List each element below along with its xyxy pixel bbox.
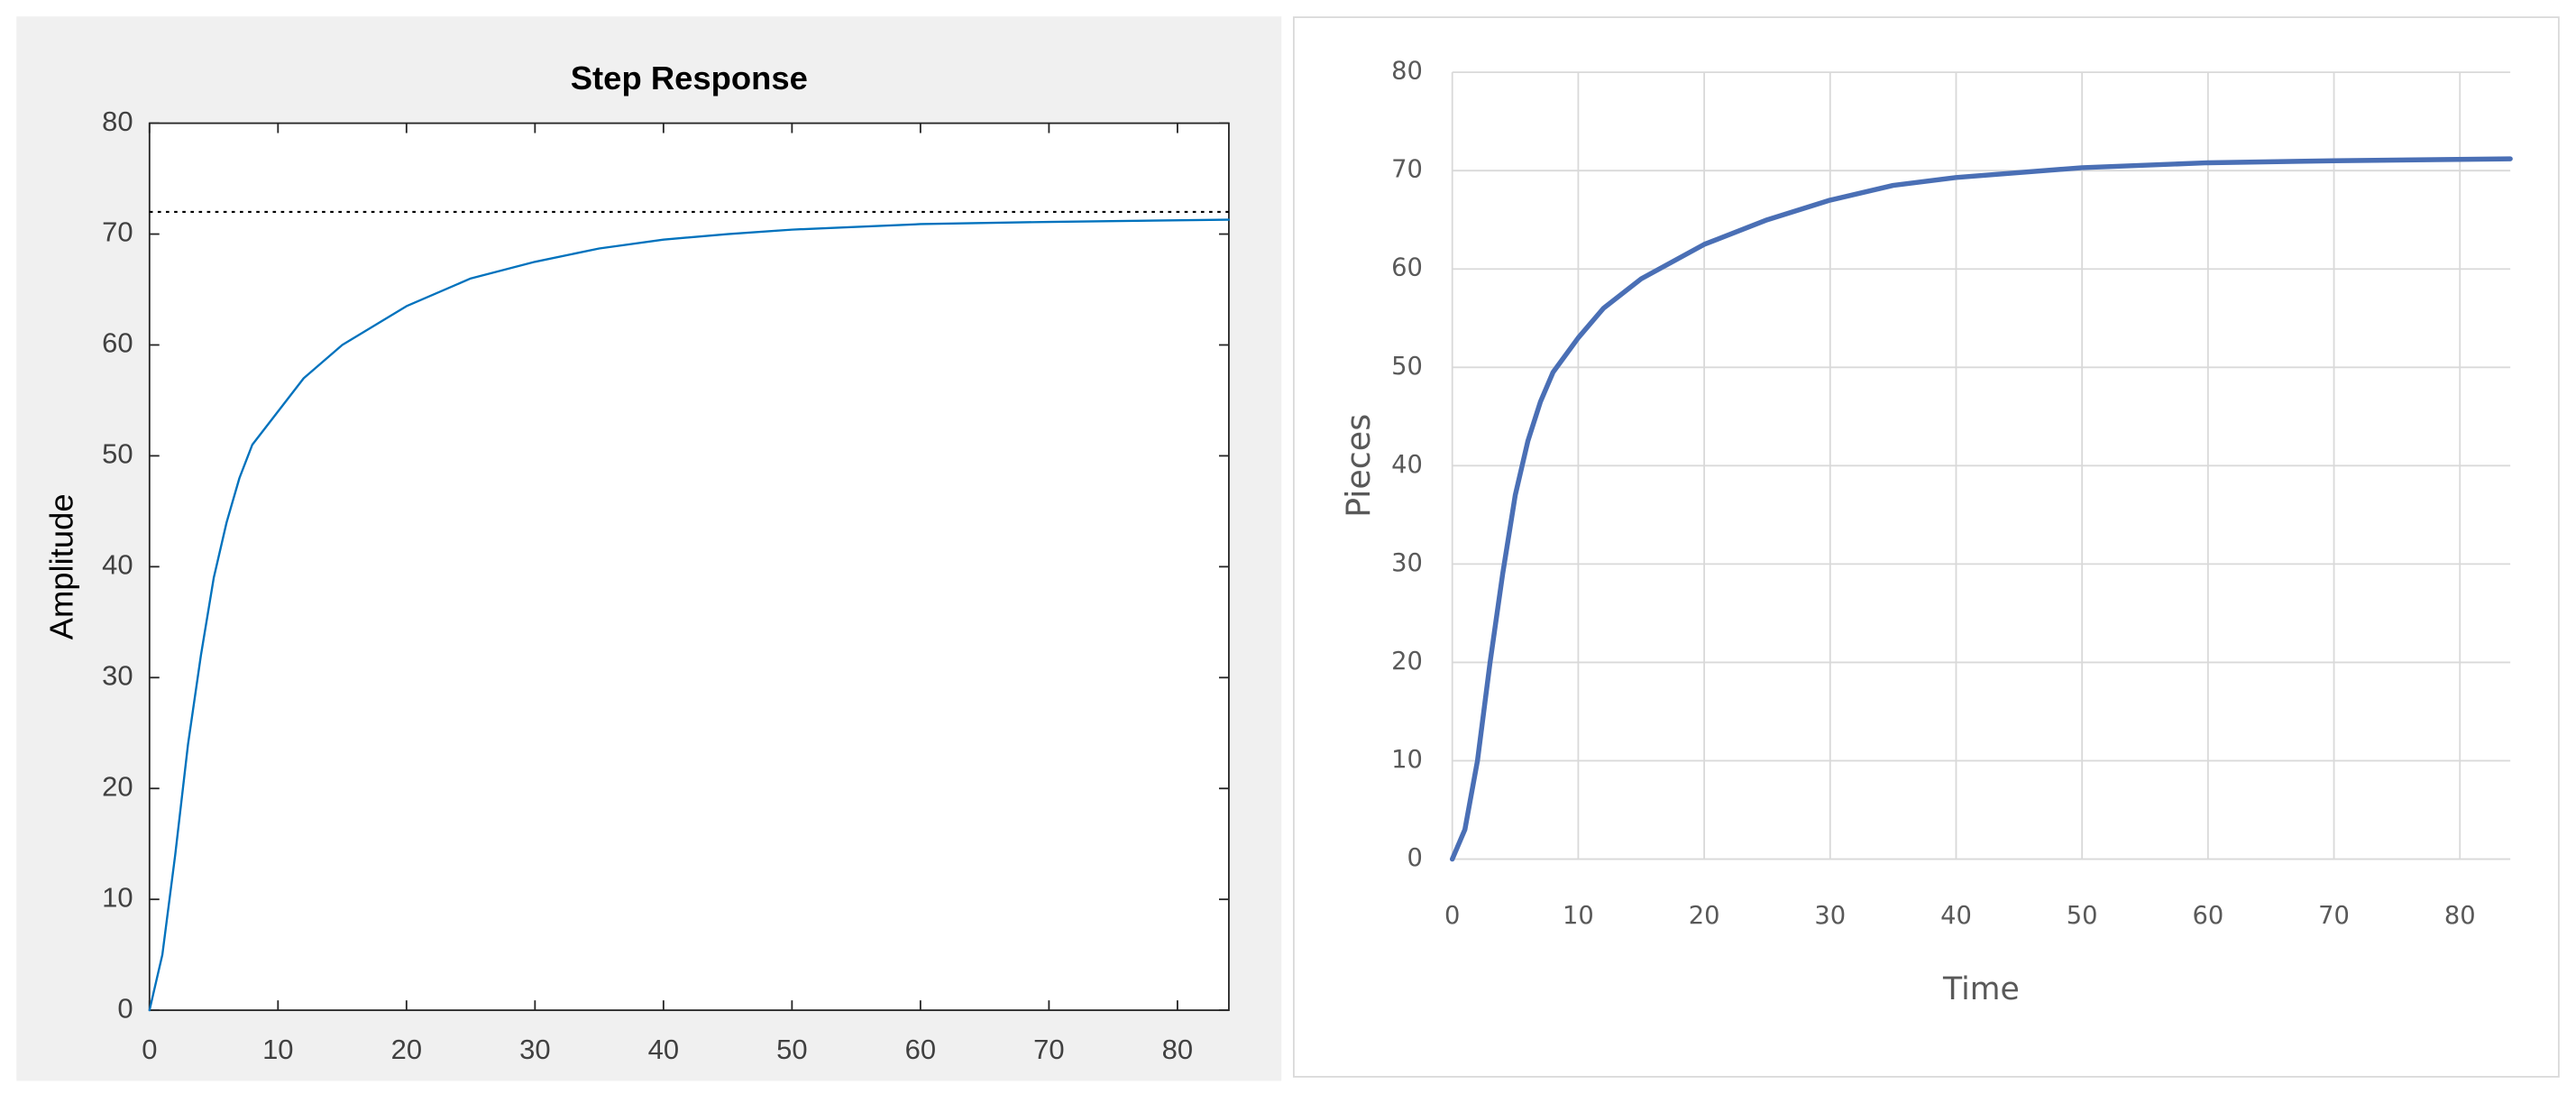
x-tick-label: 20: [1689, 902, 1720, 930]
x-tick-label: 70: [1033, 1034, 1064, 1065]
y-tick-label: 20: [102, 770, 133, 802]
y-tick-label: 40: [1391, 451, 1423, 479]
y-tick-label: 70: [1391, 156, 1423, 184]
data-line: [1449, 156, 2513, 862]
y-tick-label: 0: [1407, 844, 1423, 872]
y-tick-label: 10: [102, 881, 133, 913]
x-tick-label: 50: [776, 1034, 807, 1065]
x-tick-label: 70: [2318, 902, 2350, 930]
y-tick-label: 60: [1391, 254, 1423, 282]
y-tick-label: 50: [1391, 353, 1423, 381]
y-axis-label: Pieces: [1339, 414, 1378, 518]
x-tick-label: 10: [262, 1034, 293, 1065]
x-tick-label: 50: [2067, 902, 2098, 930]
x-tick-label: 20: [391, 1034, 422, 1065]
x-tick-label: 0: [142, 1034, 157, 1065]
x-axis-label: Time: [1942, 971, 2020, 1007]
x-tick-label: 80: [1162, 1034, 1193, 1065]
y-tick-label: 0: [117, 992, 133, 1024]
y-tick-label: 60: [102, 327, 133, 359]
x-tick-label: 10: [1563, 902, 1594, 930]
x-tick-label: 80: [2444, 902, 2476, 930]
x-tick-label: 30: [1814, 902, 1846, 930]
right-panel: [1292, 16, 2560, 1078]
x-tick-label: 40: [648, 1034, 679, 1065]
y-axis-label: Amplitude: [43, 493, 80, 639]
data-line: [148, 218, 1231, 1012]
y-tick-label: 80: [102, 106, 133, 137]
plot-area: [148, 122, 1230, 1012]
x-tick-label: 30: [519, 1034, 550, 1065]
y-tick-label: 70: [102, 216, 133, 248]
y-tick-label: 30: [1391, 549, 1423, 577]
x-tick-label: 60: [905, 1034, 936, 1065]
x-tick-label: 60: [2192, 902, 2223, 930]
y-tick-label: 80: [1391, 58, 1423, 86]
x-tick-label: 40: [1940, 902, 1972, 930]
y-tick-label: 10: [1391, 746, 1423, 774]
y-tick-label: 30: [102, 659, 133, 691]
y-tick-label: 50: [102, 438, 133, 470]
chart-title: Step Response: [571, 60, 808, 97]
x-tick-label: 0: [1444, 902, 1460, 930]
y-tick-label: 40: [102, 549, 133, 581]
y-tick-label: 20: [1391, 648, 1423, 676]
